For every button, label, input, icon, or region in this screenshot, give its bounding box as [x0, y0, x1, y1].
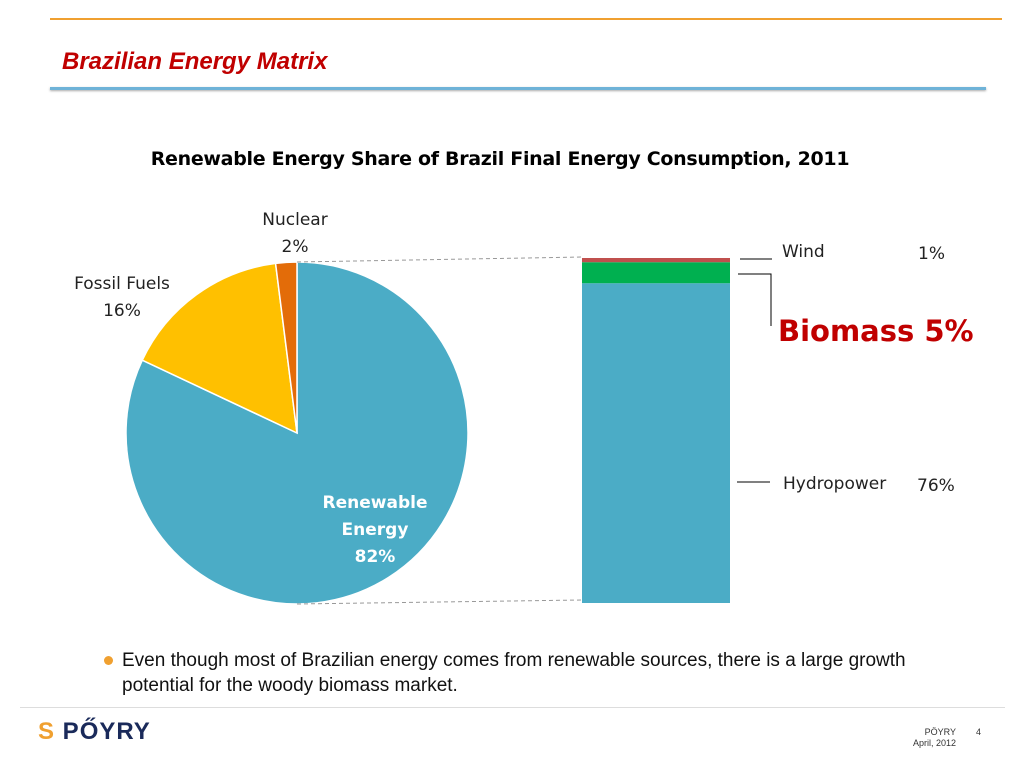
bar-segment-biomass	[582, 262, 730, 284]
nuclear-label: Nuclear 2%	[262, 210, 328, 257]
chart-title: Renewable Energy Share of Brazil Final E…	[150, 148, 850, 170]
bullet-point: Even though most of Brazilian energy com…	[104, 648, 982, 698]
biomass-leader	[738, 273, 772, 326]
wind-value: 1%	[918, 244, 945, 264]
wind-label: Wind	[782, 242, 825, 262]
bar-segment-hydropower	[582, 283, 730, 603]
bar-segment-wind	[582, 258, 730, 263]
connector-bottom	[296, 599, 583, 605]
fossil-label: Fossil Fuels 16%	[74, 274, 170, 321]
hydro-value: 76%	[917, 476, 955, 496]
top-rule	[50, 18, 1002, 20]
slide-title: Brazilian Energy Matrix	[62, 48, 328, 75]
bullet-icon	[104, 656, 113, 665]
pie-slice-nuclear	[274, 261, 298, 434]
page-number: 4	[976, 727, 982, 737]
biomass-label: Biomass 5%	[778, 314, 974, 348]
poyry-logo: S PŐYRY	[38, 718, 151, 745]
footer-rule	[20, 707, 1005, 708]
hydro-label: Hydropower	[783, 474, 887, 494]
title-rule	[50, 87, 986, 90]
pie-slice-renewable-energy	[125, 261, 469, 605]
connector-top	[296, 256, 583, 263]
footer-info: PÖYRY April, 2012	[912, 727, 956, 748]
renewable-label: Renewable Energy 82%	[322, 493, 428, 567]
pie-slice-fossil-fuels	[141, 262, 298, 435]
